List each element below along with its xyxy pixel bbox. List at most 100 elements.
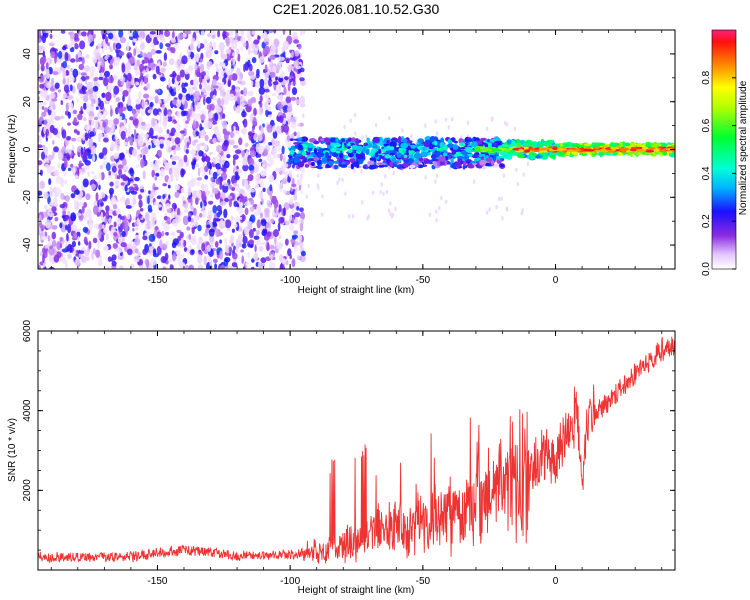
spectrogram-cell [161,205,165,213]
spectrogram-cell [127,105,133,112]
spectrogram-cell [299,218,304,225]
spectrogram-cell [93,248,96,255]
spectrogram-cell [625,150,632,153]
spectrogram-cell [46,69,50,79]
spectrogram-cell [282,163,289,169]
spectrogram-cell [237,53,241,62]
spectrogram-cell [257,133,263,142]
spectrogram-cell [140,147,147,156]
spectrogram-cell [255,80,260,88]
spectrogram-cell [321,194,324,199]
spectrogram-cell [489,152,496,155]
spectrogram-cell [133,65,139,71]
spectrogram-cell [208,111,214,119]
spectrogram-cell [324,137,330,143]
spectrogram-cell [79,250,85,254]
spectrogram-cell [217,131,222,141]
spectrogram-cell [505,206,509,211]
spectrogram-cell [72,109,78,115]
spectrogram-cell [196,143,201,153]
spectrogram-cell [275,76,279,81]
spectrogram-cell [213,217,217,223]
spectrogram-cell [269,254,274,259]
spectrogram-cell [159,168,165,178]
spectrogram-cell [113,85,120,95]
spectrogram-cell [584,149,595,152]
spectrogram-cell [201,156,207,162]
spectrogram-cell [47,212,55,218]
spectrogram-cell [291,208,295,215]
spectrogram-cell [102,147,108,156]
spectrogram-cell [67,122,71,126]
spectrogram-cell [94,123,98,133]
spectrogram-cell [66,155,71,161]
spectrogram-cell [72,68,79,78]
spectrogram-cell [171,161,176,165]
spectrogram-cell [177,32,184,41]
spectrogram-cell [87,116,94,121]
spectrogram-cell [149,95,156,100]
spectrogram-cell [170,47,176,54]
spectrogram-cell [231,73,238,81]
spectrogram-cell [91,100,94,108]
spectrogram-cell [279,73,284,79]
spectrogram-cell [144,212,150,222]
spectrogram-cell [230,234,234,244]
spectrogram-cell [250,41,255,50]
spectrogram-cell [341,138,345,143]
spectrogram-cell [47,235,51,242]
spectrogram-cell [286,135,291,142]
spectrogram-cell [451,117,454,122]
spectrogram-cell [317,173,320,178]
spectrogram-cell [264,76,268,86]
spectrogram-cell [188,264,194,269]
spectrogram-cell [316,159,322,165]
spectrogram-cell [113,143,117,148]
spectrogram-cell [179,262,186,269]
spectrogram-cell [152,248,157,256]
spectrogram-cell [110,257,114,262]
spectrogram-cell [211,79,217,86]
spectrogram-cell [210,177,214,182]
spectrogram-cell [265,109,269,117]
spectrogram-cell [74,42,78,48]
spectrogram-cell [459,142,466,147]
spectrogram-cell [236,48,240,56]
spectrogram-cell [653,148,660,152]
spectrogram-cell [146,260,150,269]
spectrogram-cell [233,245,236,251]
spectrogram-cell [63,171,67,177]
spectrogram-cell [219,138,224,143]
spectrogram-cell [100,191,106,199]
spectrogram-cell [42,253,45,264]
spectrogram-cell [522,172,525,177]
spectrogram-cell [52,150,55,158]
spectrogram-cell [102,33,106,40]
spectrogram-cell [176,121,181,131]
spectrogram-cell [313,156,320,161]
spectrogram-cell [156,204,162,208]
spectrogram-cell [545,139,554,144]
spectrogram-cell [159,239,163,248]
spectrogram-cell [113,152,119,160]
spectrogram-cell [86,81,93,90]
spectrogram-cell [295,99,301,105]
spectrogram-cell [234,30,239,36]
spectrogram-cell [218,41,225,51]
spectrogram-cell [538,144,542,148]
spectrogram-cell [86,256,90,262]
spectrogram-cell [59,204,66,209]
spectrogram-cell [150,48,156,55]
spectrogram-cell [149,246,153,252]
spectrogram-cell [139,63,145,72]
spectrogram-cell [109,181,114,187]
spectrogram-cell [179,231,184,239]
spectrogram-cell [495,204,498,210]
spectrogram-cell [244,207,249,216]
spectrogram-cell [72,251,77,255]
spectrogram-cell [433,161,438,167]
spectrogram-cell [111,165,117,173]
spectrogram-cell [505,122,509,127]
y-tick-label: 4000 [22,399,33,422]
